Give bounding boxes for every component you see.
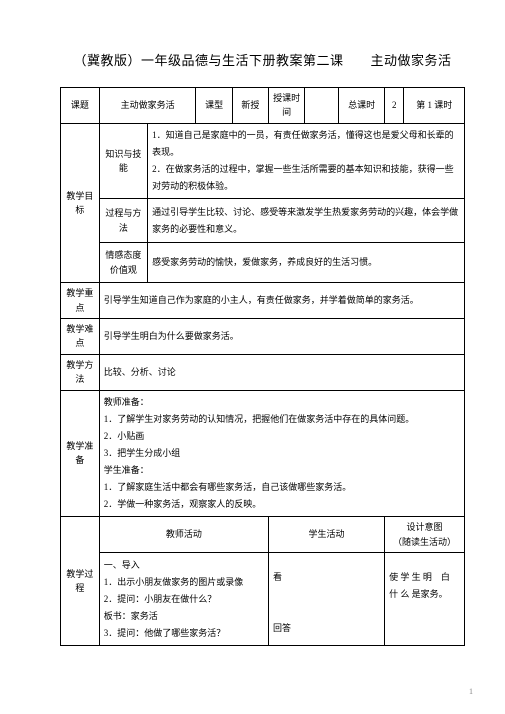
total-label: 总课时 xyxy=(339,88,385,124)
prepare-label: 教学准备 xyxy=(61,390,100,517)
emotion-label: 情感态度价值观 xyxy=(99,243,147,283)
student-activity: 看 回答 xyxy=(269,552,385,645)
method-label: 教学方法 xyxy=(61,354,100,390)
teachtime-value xyxy=(305,88,339,124)
page-number: 1 xyxy=(469,687,473,696)
teachtime-label: 授课时间 xyxy=(269,88,305,124)
type-value: 新授 xyxy=(232,88,268,124)
procedure-label: 教学过程 xyxy=(61,517,100,646)
difficulty-label: 教学难点 xyxy=(61,318,100,354)
method-text: 比较、分析、讨论 xyxy=(99,354,464,390)
knowledge-text: 1．知道自己是家庭中的一员，有责任做家务活，懂得这也是爱父母和长辈的表现。 2．… xyxy=(148,123,465,198)
process-label: 过程与方法 xyxy=(99,199,147,243)
emotion-text: 感受家务劳动的愉快，爱做家务，养成良好的生活习惯。 xyxy=(148,243,465,283)
teacher-activity: 一、导入 1．出示小朋友做家务的图片或录像 2．提问：小朋友在做什么？ 板书：家… xyxy=(99,552,268,645)
keypoint-label: 教学重点 xyxy=(61,283,100,319)
lesson-plan-table: 课题 主动做家务活 课型 新授 授课时间 总课时 2 第 1 课时 教学目标 知… xyxy=(60,87,465,646)
process-text: 通过引导学生比较、讨论、感受等来激发学生热爱家务劳动的兴趣，体会学做家务的必要性… xyxy=(148,199,465,243)
topic-label: 课题 xyxy=(61,88,100,124)
info-row: 课题 主动做家务活 课型 新授 授课时间 总课时 2 第 1 课时 xyxy=(61,88,465,124)
knowledge-label: 知识与技能 xyxy=(99,123,147,198)
design-intent: 使 学 生 明 白 什 么 是家务。 xyxy=(385,552,465,645)
page-title: （冀教版）一年级品德与生活下册教案第二课 主动做家务活 xyxy=(60,50,465,69)
goals-label: 教学目标 xyxy=(61,123,100,282)
col-teacher: 教师活动 xyxy=(99,517,268,553)
col-design: 设计意图 （随读生活动） xyxy=(385,517,465,553)
topic-value: 主动做家务活 xyxy=(99,88,196,124)
period-label: 第 1 课时 xyxy=(404,88,465,124)
type-label: 课型 xyxy=(196,88,232,124)
total-value: 2 xyxy=(385,88,404,124)
keypoint-text: 引导学生知道自己作为家庭的小主人，有责任做家务，并学着做简单的家务活。 xyxy=(99,283,464,319)
col-student: 学生活动 xyxy=(269,517,385,553)
prepare-text: 教师准备： 1．了解学生对家务劳动的认知情况，把握他们在做家务活中存在的具体问题… xyxy=(99,390,464,517)
difficulty-text: 引导学生明白为什么要做家务活。 xyxy=(99,318,464,354)
